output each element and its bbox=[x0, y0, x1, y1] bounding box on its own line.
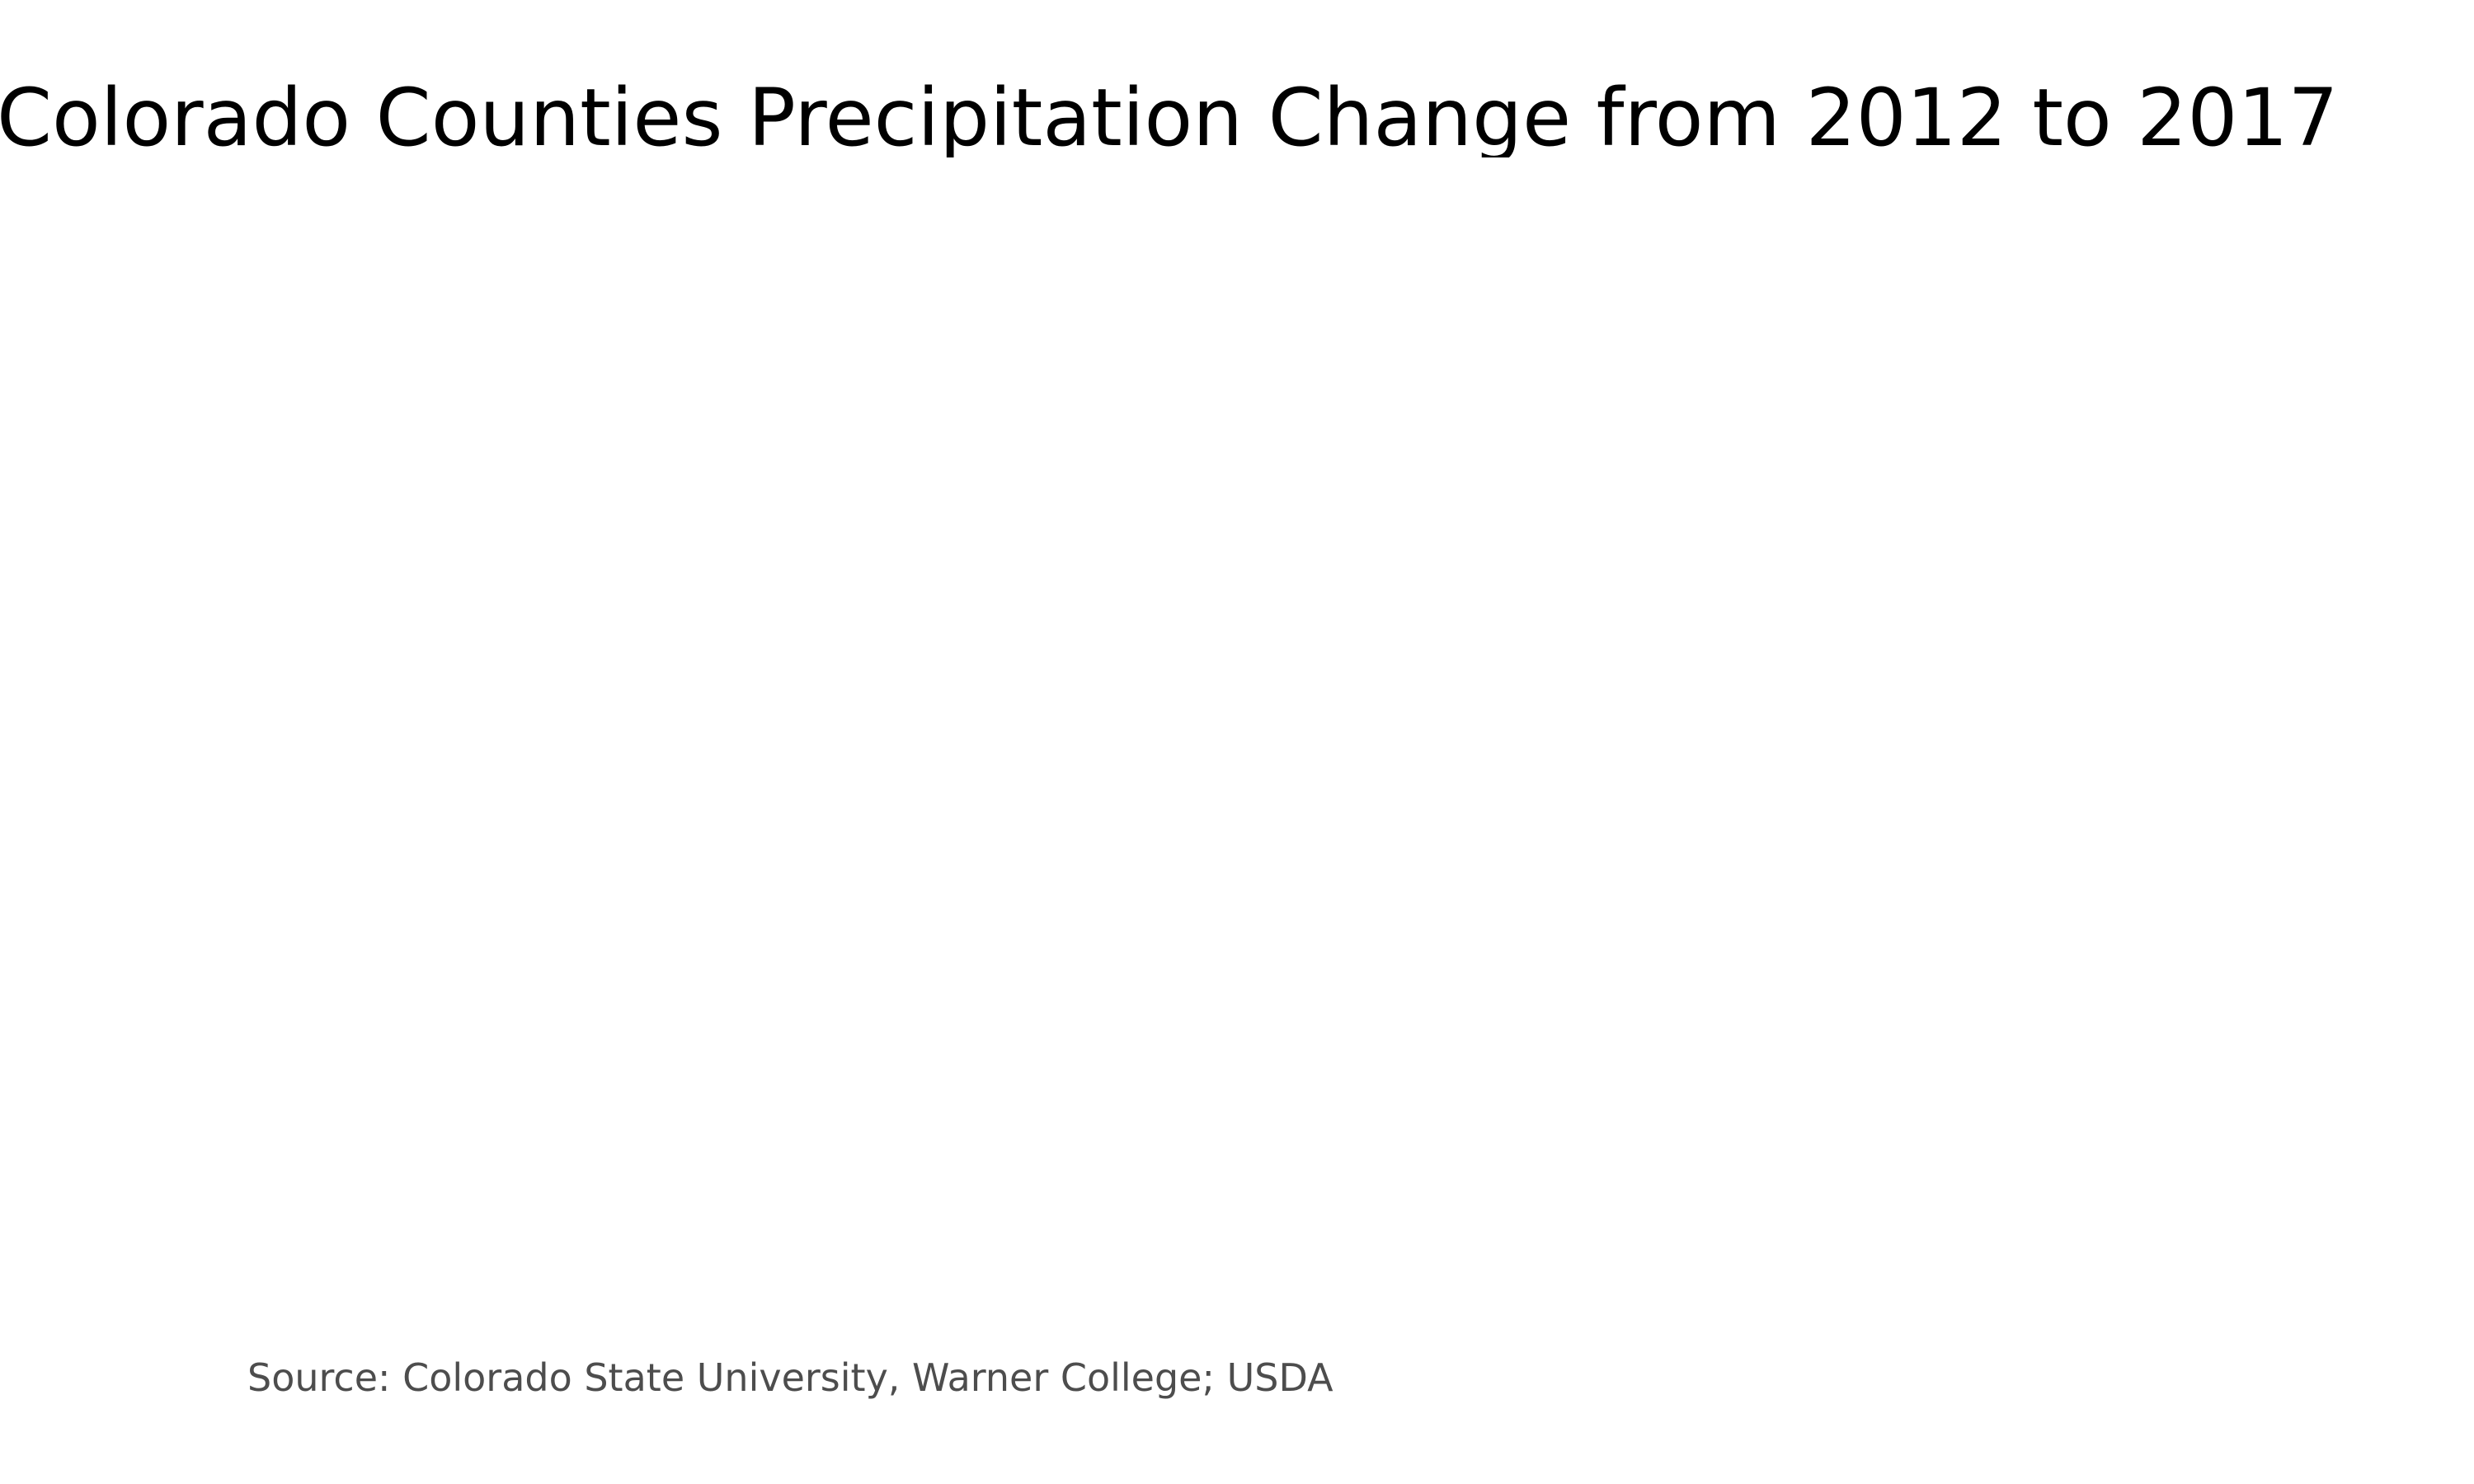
map-source: Source: Colorado State University, Warne… bbox=[247, 1355, 1333, 1400]
map-area bbox=[247, 198, 2227, 1311]
map-title: Colorado Counties Precipitation Change f… bbox=[0, 78, 2339, 157]
